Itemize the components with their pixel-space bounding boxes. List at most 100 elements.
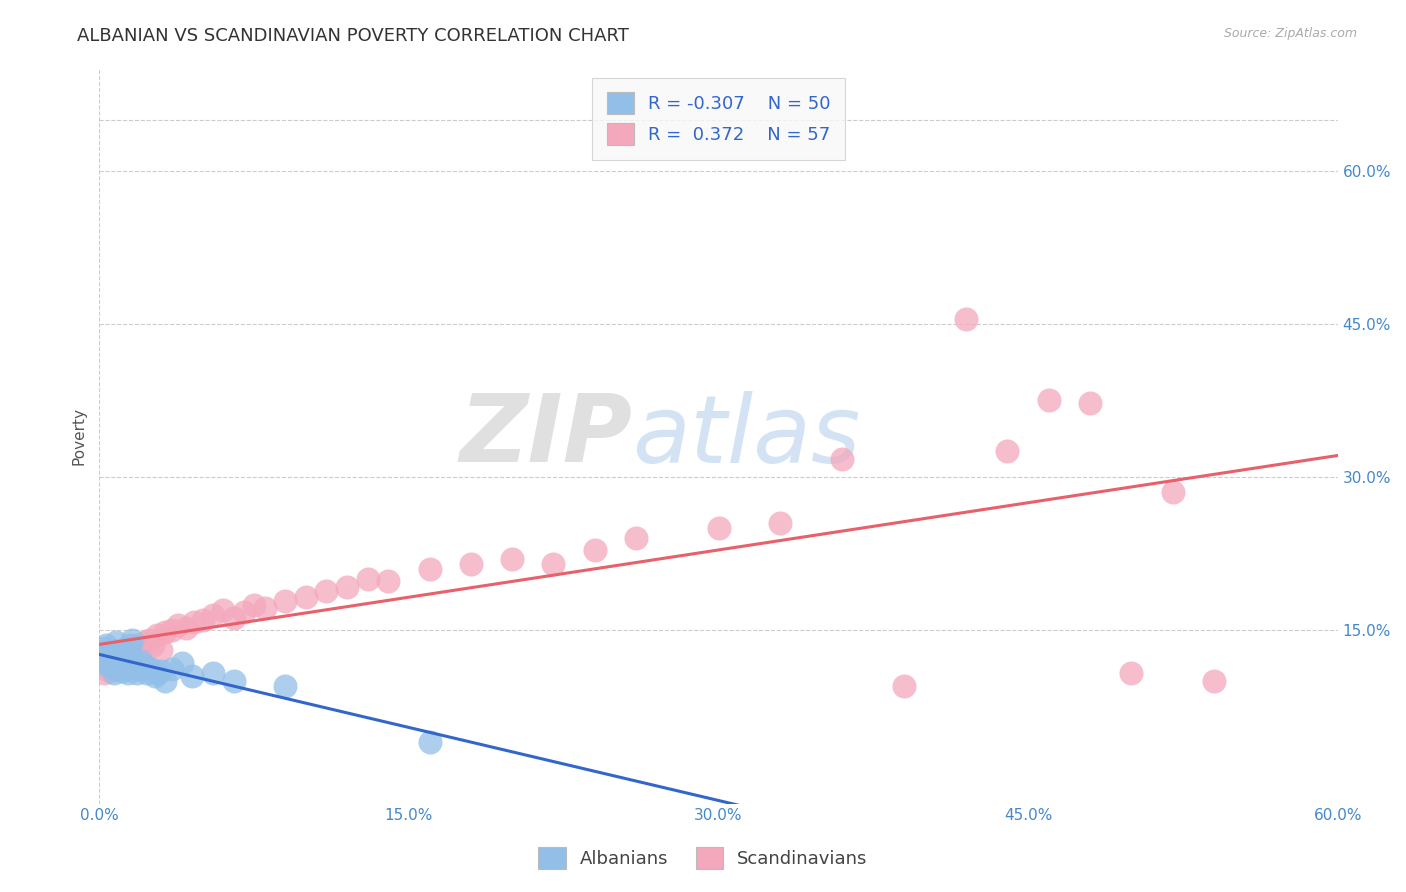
Point [101, 656, 124, 670]
Point [150, 643, 173, 657]
Point [135, 665, 157, 680]
Y-axis label: Poverty: Poverty [72, 407, 86, 465]
Point [769, 516, 792, 530]
Point [201, 665, 224, 680]
Point [93, 641, 115, 656]
Point [107, 646, 129, 660]
Point [94, 651, 117, 665]
Point [103, 665, 125, 680]
Point [117, 665, 139, 680]
Point [93, 656, 115, 670]
Point [624, 531, 647, 545]
Text: ALBANIAN VS SCANDINAVIAN POVERTY CORRELATION CHART: ALBANIAN VS SCANDINAVIAN POVERTY CORRELA… [77, 27, 630, 45]
Point [97, 654, 120, 668]
Point [111, 648, 134, 663]
Point [460, 557, 482, 571]
Point [419, 562, 441, 576]
Point [134, 635, 156, 649]
Point [108, 654, 131, 668]
Point [253, 600, 276, 615]
Point [419, 735, 441, 749]
Text: atlas: atlas [631, 391, 860, 482]
Point [294, 591, 316, 605]
Point [117, 648, 139, 663]
Point [125, 665, 148, 680]
Point [98, 658, 121, 673]
Point [128, 662, 150, 676]
Point [222, 611, 245, 625]
Point [108, 654, 131, 668]
Point [997, 444, 1019, 458]
Point [107, 648, 129, 663]
Point [583, 543, 606, 558]
Point [1038, 393, 1060, 408]
Point [125, 656, 148, 670]
Point [183, 615, 205, 629]
Point [1078, 396, 1101, 410]
Point [174, 621, 197, 635]
Point [893, 679, 915, 693]
Point [121, 651, 143, 665]
Point [115, 648, 138, 663]
Point [377, 574, 399, 588]
Point [125, 639, 148, 653]
Point [112, 651, 135, 665]
Point [94, 639, 117, 653]
Point [146, 628, 169, 642]
Point [155, 674, 177, 689]
Point [120, 651, 142, 665]
Point [108, 658, 131, 673]
Point [143, 669, 166, 683]
Point [90, 646, 112, 660]
Point [232, 605, 254, 619]
Point [201, 607, 224, 622]
Point [160, 623, 183, 637]
Point [243, 598, 266, 612]
Point [274, 679, 297, 693]
Point [103, 651, 125, 665]
Point [134, 658, 156, 673]
Point [94, 662, 117, 676]
Point [181, 669, 204, 683]
Point [139, 662, 162, 676]
Point [1202, 674, 1225, 689]
Point [170, 656, 193, 670]
Point [274, 594, 297, 608]
Point [101, 656, 124, 670]
Point [146, 665, 169, 680]
Point [112, 656, 135, 670]
Point [104, 635, 127, 649]
Point [955, 311, 977, 326]
Point [115, 643, 138, 657]
Point [104, 662, 127, 676]
Point [191, 613, 214, 627]
Point [707, 521, 730, 535]
Point [129, 654, 152, 668]
Point [120, 639, 142, 653]
Point [315, 584, 337, 599]
Point [121, 646, 143, 660]
Point [111, 643, 134, 657]
Point [98, 648, 121, 663]
Point [112, 656, 135, 670]
Point [212, 602, 235, 616]
Point [150, 664, 173, 678]
Point [155, 625, 177, 640]
Point [160, 662, 183, 676]
Legend: Albanians, Scandinavians: Albanians, Scandinavians [530, 838, 876, 879]
Text: Source: ZipAtlas.com: Source: ZipAtlas.com [1223, 27, 1357, 40]
Point [142, 639, 165, 653]
Point [121, 633, 143, 648]
Text: ZIP: ZIP [458, 390, 631, 482]
Point [120, 656, 142, 670]
Point [98, 664, 121, 678]
Point [103, 651, 125, 665]
Point [831, 451, 853, 466]
Point [104, 648, 127, 663]
Point [336, 580, 359, 594]
Point [101, 643, 124, 657]
Point [124, 658, 146, 673]
Point [357, 572, 380, 586]
Point [117, 641, 139, 656]
Point [166, 618, 188, 632]
